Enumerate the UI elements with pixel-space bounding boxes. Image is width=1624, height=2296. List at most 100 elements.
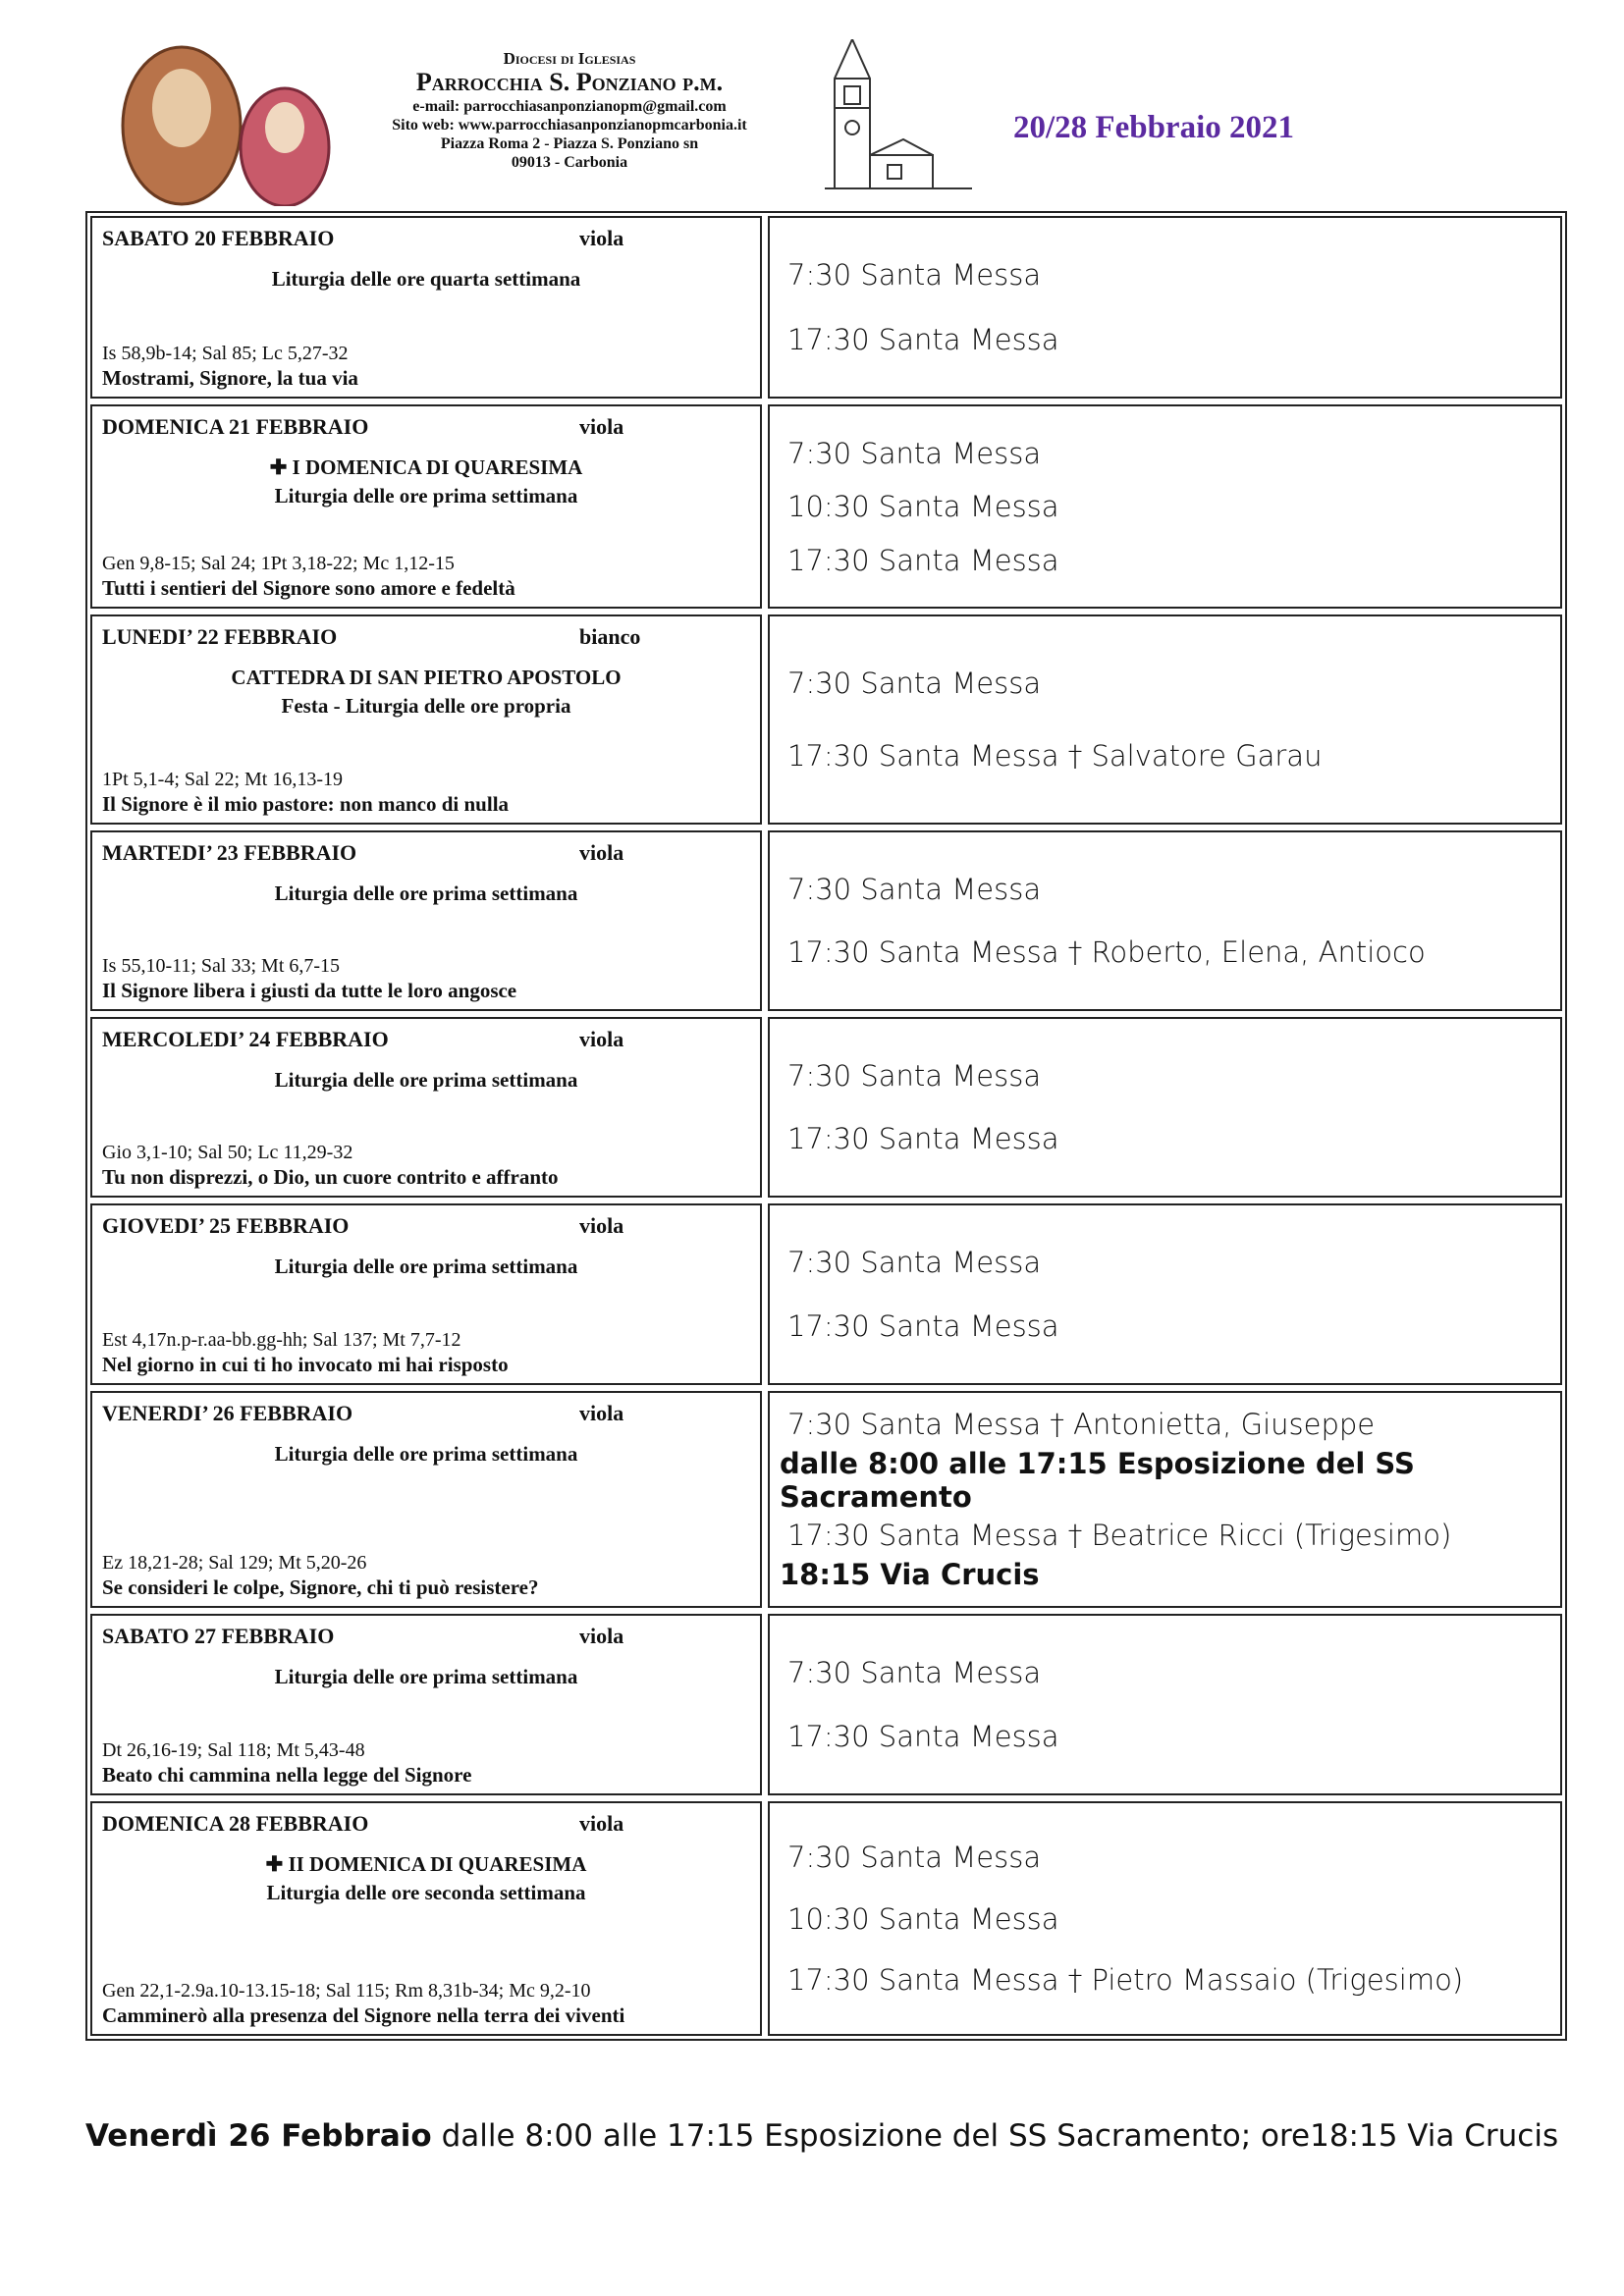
header: Diocesi di Iglesias Parrocchia S. Ponzia… bbox=[353, 49, 785, 172]
day-info: SABATO 27 FEBBRAIO viola Liturgia delle or… bbox=[90, 1614, 762, 1795]
mass: 7:30 Santa Messa bbox=[787, 1058, 1042, 1093]
day-info: MARTEDI’ 23 FEBBRAIO viola Liturgia delle … bbox=[90, 830, 762, 1011]
day-info: MERCOLEDI’ 24 FEBBRAIO viola Liturgia dell… bbox=[90, 1017, 762, 1198]
mass: 7:30 Santa Messa bbox=[787, 1841, 1042, 1875]
spacer bbox=[102, 908, 750, 954]
spacer bbox=[102, 510, 750, 552]
masses: 7:30 Santa Messa 17:30 Santa Messa † Salv… bbox=[768, 614, 1562, 825]
city: 09013 - Carbonia bbox=[511, 154, 628, 171]
day-row: SABATO 20 FEBBRAIO viola Liturgia delle or… bbox=[90, 216, 1562, 399]
liturgy-block: ✚ II DOMENICA DI QUARESIMA Liturgia delle… bbox=[102, 1850, 750, 1907]
day-header: MARTEDI’ 23 FEBBRAIO viola bbox=[102, 840, 750, 866]
liturgy: Liturgia delle ore prima settimana bbox=[274, 881, 578, 905]
masses: 7:30 Santa Messa 17:30 Santa Messa † Robe… bbox=[768, 830, 1562, 1011]
liturgy-block: Liturgia delle ore prima settimana bbox=[102, 1066, 750, 1095]
mass: 7:30 Santa Messa bbox=[787, 1246, 1042, 1279]
day-name: MARTEDI’ 23 FEBBRAIO bbox=[102, 840, 357, 865]
church-drawing bbox=[825, 39, 972, 189]
mass: 17:30 Santa Messa † Beatrice Ricci (Trig… bbox=[787, 1519, 1452, 1553]
mass: 7:30 Santa Messa bbox=[787, 258, 1042, 293]
mass: 17:30 Santa Messa † Roberto, Elena, Anti… bbox=[787, 935, 1426, 970]
liturgical-color: viola bbox=[579, 226, 624, 250]
day-name: DOMENICA 28 FEBBRAIO bbox=[102, 1811, 369, 1836]
mass: 18:15 Via Crucis bbox=[780, 1557, 1040, 1591]
date-range: 20/28 Febbraio 2021 bbox=[1013, 110, 1294, 145]
footer-bold: Venerdì 26 Febbraio bbox=[85, 2118, 432, 2154]
liturgy: Liturgia delle ore prima settimana bbox=[274, 1068, 578, 1092]
liturgical-color: viola bbox=[579, 1027, 624, 1051]
liturgy: Liturgia delle ore prima settimana bbox=[274, 1442, 578, 1466]
liturgy-block: Liturgia delle ore prima settimana bbox=[102, 1440, 750, 1468]
psalm-response: Mostrami, Signore, la tua via bbox=[102, 366, 358, 390]
day-row: VENERDI’ 26 FEBBRAIO viola Liturgia delle … bbox=[90, 1391, 1562, 1608]
masses: 7:30 Santa Messa † Antonietta, Giuseppe d… bbox=[768, 1391, 1562, 1608]
mass: 17:30 Santa Messa † Salvatore Garau bbox=[787, 739, 1323, 774]
mass: 7:30 Santa Messa † Antonietta, Giuseppe bbox=[787, 1408, 1376, 1442]
masses: 7:30 Santa Messa 17:30 Santa Messa bbox=[768, 1203, 1562, 1385]
mass: 17:30 Santa Messa bbox=[787, 1720, 1059, 1753]
psalm-response: Camminerò alla presenza del Signore nell… bbox=[102, 2003, 625, 2027]
feast: ✚ II DOMENICA DI QUARESIMA bbox=[265, 1852, 587, 1876]
readings: Gen 9,8-15; Sal 24; 1Pt 3,18-22; Mc 1,12… bbox=[102, 553, 455, 574]
masses: 7:30 Santa Messa 17:30 Santa Messa bbox=[768, 1017, 1562, 1198]
spacer bbox=[102, 1281, 750, 1328]
saint-face bbox=[265, 102, 304, 153]
spacer bbox=[102, 1691, 750, 1738]
mass: 17:30 Santa Messa bbox=[787, 543, 1059, 577]
day-header: DOMENICA 28 FEBBRAIO viola bbox=[102, 1811, 750, 1837]
psalm-response: Il Signore libera i giusti da tutte le l… bbox=[102, 979, 517, 1002]
day-row: MERCOLEDI’ 24 FEBBRAIO viola Liturgia dell… bbox=[90, 1017, 1562, 1198]
psalm-response: Se consideri le colpe, Signore, chi ti p… bbox=[102, 1575, 539, 1599]
liturgy-block: Liturgia delle ore prima settimana bbox=[102, 1253, 750, 1281]
day-header: DOMENICA 21 FEBBRAIO viola bbox=[102, 414, 750, 440]
liturgical-color: viola bbox=[579, 1624, 624, 1648]
liturgical-color: viola bbox=[579, 1811, 624, 1836]
day-header: MERCOLEDI’ 24 FEBBRAIO viola bbox=[102, 1027, 750, 1052]
day-info: DOMENICA 28 FEBBRAIO viola ✚ II DOMENICA D… bbox=[90, 1801, 762, 2036]
readings: Est 4,17n.p-r.aa-bb.gg-hh; Sal 137; Mt 7… bbox=[102, 1329, 461, 1351]
website: Sito web: www.parrocchiasanponzianopmcar… bbox=[392, 117, 747, 133]
day-name: SABATO 20 FEBBRAIO bbox=[102, 226, 335, 250]
day-name: SABATO 27 FEBBRAIO bbox=[102, 1624, 335, 1648]
mass: 17:30 Santa Messa † Pietro Massaio (Trig… bbox=[787, 1962, 1464, 1997]
liturgy: Liturgia delle ore seconda settimana bbox=[266, 1881, 586, 1904]
footer-note: Venerdì 26 Febbraio dalle 8:00 alle 17:1… bbox=[85, 2118, 1558, 2154]
spacer bbox=[102, 1468, 750, 1551]
feast: ✚ I DOMENICA DI QUARESIMA bbox=[269, 455, 583, 479]
day-header: SABATO 20 FEBBRAIO viola bbox=[102, 226, 750, 251]
liturgy: Liturgia delle ore quarta settimana bbox=[271, 267, 581, 291]
psalm-response: Tu non disprezzi, o Dio, un cuore contri… bbox=[102, 1165, 559, 1189]
psalm-response: Nel giorno in cui ti ho invocato mi hai … bbox=[102, 1353, 509, 1376]
liturgy-block: Liturgia delle ore quarta settimana bbox=[102, 265, 750, 294]
readings: Ez 18,21-28; Sal 129; Mt 5,20-26 bbox=[102, 1552, 367, 1574]
liturgy-block: CATTEDRA DI SAN PIETRO APOSTOLO Festa - L… bbox=[102, 664, 750, 721]
parish: Parrocchia S. Ponziano p.m. bbox=[415, 68, 724, 96]
day-row: MARTEDI’ 23 FEBBRAIO viola Liturgia delle … bbox=[90, 830, 1562, 1011]
readings: 1Pt 5,1-4; Sal 22; Mt 16,13-19 bbox=[102, 769, 344, 790]
spacer bbox=[102, 1907, 750, 1979]
day-row: GIOVEDI’ 25 FEBBRAIO viola Liturgia delle … bbox=[90, 1203, 1562, 1385]
day-name: MERCOLEDI’ 24 FEBBRAIO bbox=[102, 1027, 389, 1051]
liturgical-color: bianco bbox=[579, 624, 641, 649]
mass: 7:30 Santa Messa bbox=[787, 872, 1042, 906]
mass: 10:30 Santa Messa bbox=[787, 1901, 1059, 1936]
masses: 7:30 Santa Messa 10:30 Santa Messa 17:30 S… bbox=[768, 1801, 1562, 2036]
day-info: VENERDI’ 26 FEBBRAIO viola Liturgia delle … bbox=[90, 1391, 762, 1608]
day-info: SABATO 20 FEBBRAIO viola Liturgia delle or… bbox=[90, 216, 762, 399]
masses: 7:30 Santa Messa 10:30 Santa Messa 17:30 S… bbox=[768, 404, 1562, 609]
saint-face bbox=[152, 69, 211, 147]
liturgy: Liturgia delle ore prima settimana bbox=[274, 484, 578, 507]
day-header: SABATO 27 FEBBRAIO viola bbox=[102, 1624, 750, 1649]
masses: 7:30 Santa Messa 17:30 Santa Messa bbox=[768, 1614, 1562, 1795]
liturgical-color: viola bbox=[579, 840, 624, 865]
readings: Gio 3,1-10; Sal 50; Lc 11,29-32 bbox=[102, 1142, 353, 1163]
psalm-response: Beato chi cammina nella legge del Signor… bbox=[102, 1763, 472, 1787]
mass: 10:30 Santa Messa bbox=[787, 490, 1059, 523]
masses: 7:30 Santa Messa 17:30 Santa Messa bbox=[768, 216, 1562, 399]
day-info: DOMENICA 21 FEBBRAIO viola ✚ I DOMENICA DI… bbox=[90, 404, 762, 609]
mass: 7:30 Santa Messa bbox=[787, 1656, 1042, 1689]
feast: CATTEDRA DI SAN PIETRO APOSTOLO bbox=[231, 666, 622, 689]
spacer bbox=[102, 721, 750, 768]
schedule-table: SABATO 20 FEBBRAIO viola Liturgia delle or… bbox=[85, 211, 1567, 2041]
